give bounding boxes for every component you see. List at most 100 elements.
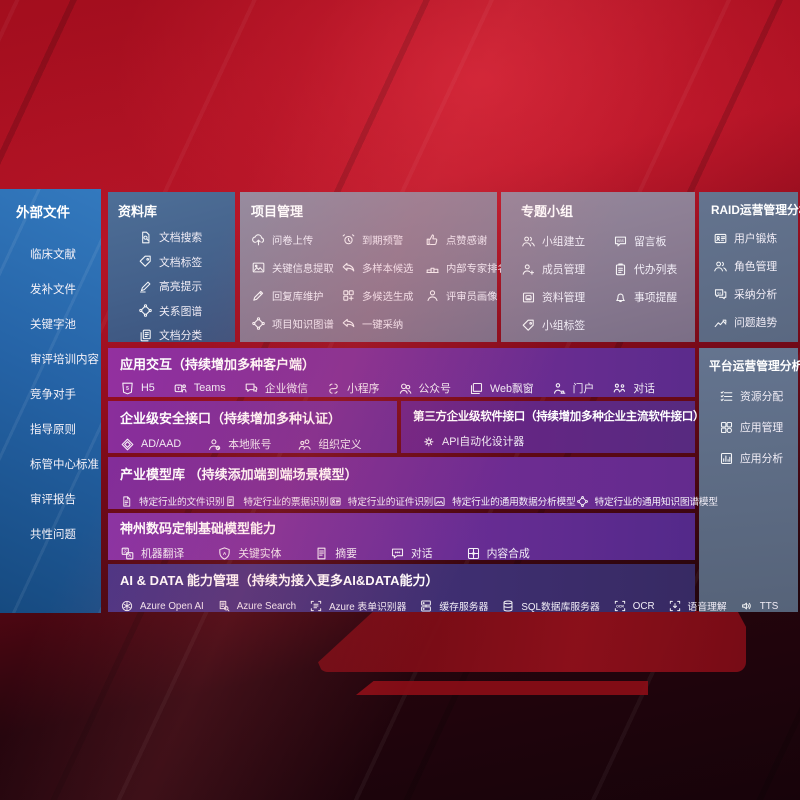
svg-text:A: A <box>223 550 227 555</box>
feature-item: 企业微信 <box>244 380 308 396</box>
feature-item: 本地账号 <box>207 436 271 452</box>
feature-item: 小组标签 <box>521 317 613 333</box>
feature-item: 资源分配 <box>719 388 798 404</box>
feature-item: 特定行业的通用知识图谱模型 <box>576 493 718 509</box>
feature-label: 评审员画像 <box>446 291 498 303</box>
list-item: 审评报告 <box>30 494 76 506</box>
row-title: 企业级安全接口（持续增加多种认证） <box>120 411 342 426</box>
foundation-items: 文 A 机器翻译 A 关键实体 摘要 对话 内容合成 <box>120 545 683 561</box>
feature-item: A 关键实体 <box>217 545 281 561</box>
feature-label: 特定行业的文件识别 <box>139 497 225 508</box>
feature-item: 内容合成 <box>466 545 530 561</box>
feature-label: 项目知识图谱 <box>272 319 334 331</box>
industry-model-row: 产业模型库 （持续添加端到端场景模型） 特定行业的文件识别 特定行业的票据识别 特定… <box>108 457 718 509</box>
feature-label: 问卷上传 <box>272 235 314 247</box>
feature-label: 角色管理 <box>734 261 778 273</box>
feature-item: 用户锻炼 <box>713 230 798 246</box>
feature-item: 到期预警 <box>341 231 425 247</box>
background-red-shape <box>318 611 746 672</box>
feature-item: 应用分析 <box>719 450 798 466</box>
feature-label: Azure 表单识别器 <box>329 602 407 613</box>
feature-label: 多样本候选 <box>362 263 414 275</box>
repository-panel: 资料库 文档搜索 文档标签 高亮提示 关系图谱 文档分类 <box>108 192 235 342</box>
ad-diamond-icon <box>120 437 135 452</box>
feature-label: 关键实体 <box>238 548 282 560</box>
feature-item: 关键信息提取 <box>251 259 341 275</box>
feature-label: 机器翻译 <box>141 548 185 560</box>
platform-analysis-panel: 平台运营管理分析 资源分配 应用管理 应用分析 <box>699 348 800 612</box>
feature-label: 资料管理 <box>542 292 586 304</box>
person-icon <box>425 288 440 303</box>
topic-groups-panel: 专题小组 小组建立 BBS 留言板 成员管理 代办列表 资料管理 事项提醒 小组标签 <box>501 192 695 342</box>
feature-label: 成员管理 <box>542 264 586 276</box>
feature-label: 应用管理 <box>740 422 784 434</box>
feature-item: 资料管理 <box>521 289 613 305</box>
chat-icon <box>390 546 405 561</box>
feature-item: 特定行业的票据识别 <box>224 493 329 509</box>
feature-item: 小组建立 <box>521 233 613 249</box>
feature-label: 组织定义 <box>318 439 362 451</box>
feature-label: TTS <box>759 600 779 612</box>
teams-icon: T <box>173 381 188 396</box>
list-item: 临床文献 <box>30 249 76 261</box>
feature-item: 特定行业的通用数据分析模型 <box>433 493 576 509</box>
svg-text:A: A <box>128 553 131 558</box>
row-title: 神州数码定制基础模型能力 <box>120 521 277 536</box>
dialog-icon <box>612 381 627 396</box>
todo-clipboard-icon <box>613 262 628 277</box>
project-features: 问卷上传 到期预警 点赞感谢 关键信息提取 多样本候选 内部专家排名 回复库维护 多候选生成 评… <box>251 231 508 331</box>
people-icon <box>521 234 536 249</box>
id-card-icon <box>713 231 728 246</box>
feature-item: QA 采纳分析 <box>713 286 798 302</box>
interaction-items: 5 H5 T Teams 企业微信 小程序 公众号 Web飘窗 门户 对话 <box>120 380 683 396</box>
feature-item: 关系图谱 <box>138 303 235 319</box>
feature-item: Azure 表单识别器 <box>309 598 406 614</box>
feature-item: 问题趋势 <box>713 314 798 330</box>
summary-doc-icon <box>314 546 329 561</box>
grid-gen-icon <box>341 288 356 303</box>
feature-item: 高亮提示 <box>138 278 235 294</box>
external-files-list: 临床文献 发补文件 关键字池 审评培训内容 竞争对手 指导原则 标管中心标准 审评报告 共性问题 <box>30 246 101 542</box>
svg-text:文: 文 <box>123 547 127 553</box>
feature-label: 问题趋势 <box>734 317 778 329</box>
alarm-icon <box>341 232 356 247</box>
feature-label: 特定行业的通用知识图谱模型 <box>594 497 719 508</box>
feature-label: 小程序 <box>347 383 380 395</box>
background-red-strip <box>356 681 648 695</box>
svg-text:QA: QA <box>717 290 721 294</box>
feature-label: 资源分配 <box>740 391 784 403</box>
data-model-icon <box>433 495 446 508</box>
feature-label: 多候选生成 <box>362 291 414 303</box>
feature-item: 文 A 机器翻译 <box>120 545 184 561</box>
cloud-upload-icon <box>251 232 266 247</box>
panel-title: RAID运营管理分析 <box>711 203 800 217</box>
highlighter-icon <box>138 279 153 294</box>
feature-item: 代办列表 <box>613 261 695 277</box>
thumbs-up-icon <box>425 232 440 247</box>
project-management-panel: 项目管理 问卷上传 到期预警 点赞感谢 关键信息提取 多样本候选 内部专家排名 回复库维护 多… <box>240 192 508 342</box>
trend-icon <box>713 315 728 330</box>
pen-icon <box>251 288 266 303</box>
feature-item: OCR OCR <box>613 598 655 614</box>
svg-text:5: 5 <box>126 386 129 392</box>
feature-label: 关键信息提取 <box>272 263 334 275</box>
security-items: AD/AAD 本地账号 组织定义 <box>120 436 385 452</box>
feature-item: Web飘窗 <box>469 380 534 396</box>
feature-item: 回复库维护 <box>251 287 341 303</box>
feature-label: 对话 <box>410 548 433 560</box>
foundation-model-row: 神州数码定制基础模型能力 文 A 机器翻译 A 关键实体 摘要 对话 内容合成 <box>108 513 695 560</box>
row-title: 产业模型库 （持续添加端到端场景模型） <box>120 467 358 482</box>
feature-item: 问卷上传 <box>251 231 341 247</box>
feature-label: 留言板 <box>634 236 667 248</box>
checklist-icon <box>719 389 734 404</box>
list-item: 共性问题 <box>30 529 76 541</box>
feature-item: 应用管理 <box>719 419 798 435</box>
feature-item: 评审员画像 <box>425 287 508 303</box>
feature-label: 文档搜索 <box>159 232 203 244</box>
feature-label: 内部专家排名 <box>446 263 508 275</box>
tag-icon <box>138 254 153 269</box>
miniprogram-icon <box>326 381 341 396</box>
feature-item: 对话 <box>612 380 655 396</box>
